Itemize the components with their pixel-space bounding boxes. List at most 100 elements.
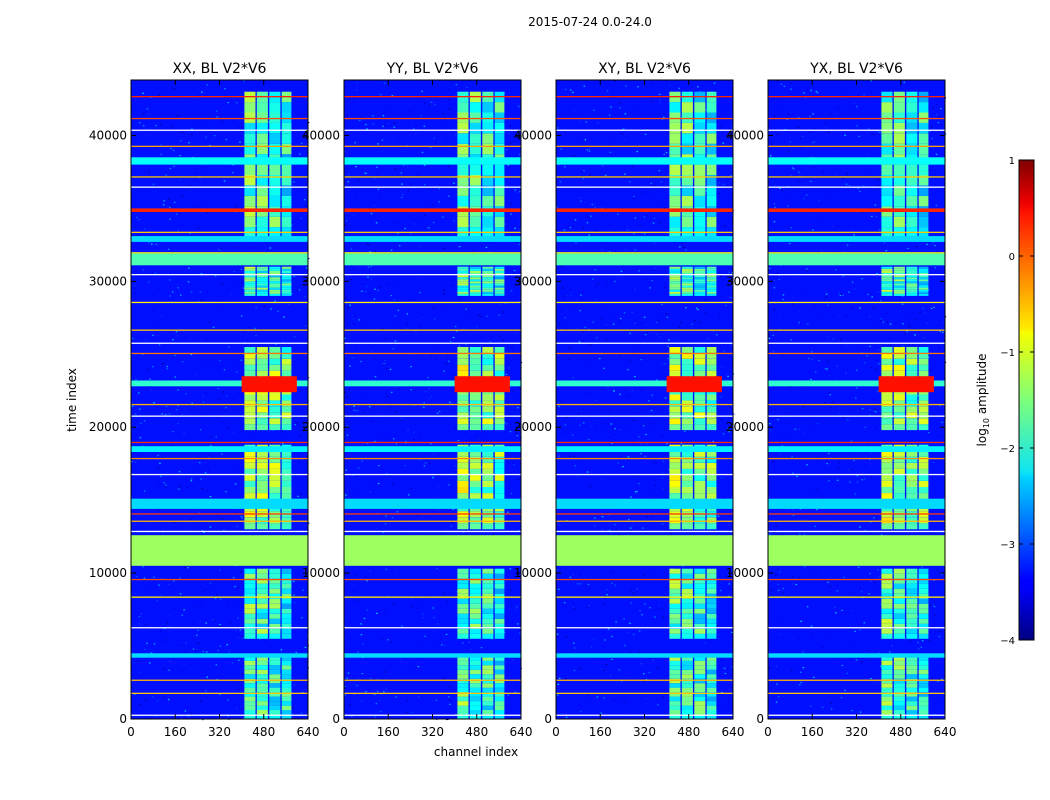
noise-cell: [718, 182, 721, 184]
noise-cell: [282, 534, 285, 536]
noise-cell: [296, 290, 299, 292]
noise-cell: [423, 465, 426, 467]
rfi-cell: [706, 462, 717, 469]
rfi-cell: [881, 266, 893, 269]
noise-cell: [143, 112, 145, 114]
flagged-bands: [344, 157, 521, 658]
noise-cell: [667, 345, 669, 347]
rfi-cell: [881, 660, 893, 666]
noise-cell: [514, 189, 517, 191]
noise-cell: [465, 344, 467, 346]
rfi-cell: [494, 710, 505, 715]
noise-cell: [144, 228, 146, 230]
rfi-cell: [681, 216, 693, 228]
noise-cell: [640, 390, 642, 392]
noise-cell: [372, 123, 374, 125]
noise-cell: [357, 651, 359, 653]
rfi-cell: [681, 268, 693, 271]
noise-cell: [242, 307, 244, 309]
rfi-cell: [681, 418, 693, 425]
noise-cell: [410, 366, 412, 368]
noise-cell: [644, 334, 647, 336]
noise-cell: [177, 460, 180, 462]
noise-cell: [775, 701, 778, 703]
noise-cell: [931, 146, 934, 148]
noise-cell: [354, 333, 356, 335]
rfi-cell: [494, 613, 505, 619]
rfi-cell: [469, 714, 481, 719]
noise-cell: [556, 206, 558, 208]
noise-cell: [690, 323, 693, 325]
noise-cell: [230, 293, 232, 295]
noise-cell: [179, 140, 182, 142]
noise-cell: [386, 121, 388, 123]
rfi-cell: [881, 122, 893, 134]
rfi-cell: [706, 687, 717, 693]
noise-cell: [227, 102, 229, 104]
noise-cell: [370, 677, 372, 680]
noise-cell: [397, 114, 400, 116]
noise-cell: [511, 346, 514, 348]
noise-cell: [660, 171, 662, 173]
rfi-cell: [482, 578, 494, 584]
noise-cell: [556, 82, 559, 84]
noise-cell: [492, 198, 495, 200]
panel-4: YX, BL V2*V60 160 320 480 640010000200003000…: [726, 61, 957, 739]
noise-cell: [566, 295, 568, 297]
rfi-cell: [482, 573, 494, 579]
noise-cell: [624, 139, 626, 141]
rfi-cell: [694, 450, 706, 457]
rfi-cell: [681, 358, 693, 365]
noise-cell: [369, 570, 371, 572]
noise-cell: [424, 633, 427, 635]
heatmap-background: [768, 80, 945, 719]
rfi-cell: [281, 370, 292, 377]
noise-cell: [362, 643, 365, 645]
noise-cell: [856, 369, 858, 371]
rfi-cell: [457, 568, 469, 574]
noise-cell: [595, 399, 597, 401]
noise-cell: [582, 227, 584, 229]
rfi-cell: [706, 678, 717, 684]
noise-cell: [440, 532, 443, 534]
noise-cell: [156, 228, 159, 230]
noise-cell: [404, 227, 406, 230]
noise-cell: [607, 628, 610, 630]
noise-cell: [938, 116, 940, 118]
noise-cell: [516, 241, 518, 243]
noise-cell: [146, 128, 148, 130]
rfi-cell: [256, 270, 268, 273]
noise-cell: [937, 122, 940, 124]
noise-cell: [864, 227, 866, 229]
noise-cell: [836, 225, 839, 227]
noise-cell: [684, 430, 686, 432]
noise-cell: [892, 480, 894, 482]
noise-cell: [369, 187, 371, 189]
noise-cell: [410, 125, 413, 127]
noise-cell: [830, 197, 833, 200]
rfi-cell: [281, 291, 292, 294]
noise-cell: [828, 374, 831, 376]
rfi-cell: [457, 102, 469, 113]
noise-cell: [217, 248, 220, 250]
noise-cell: [836, 584, 839, 586]
noise-cell: [858, 135, 860, 137]
noise-cell: [634, 491, 637, 493]
rfi-cell: [881, 143, 893, 155]
rfi-cell: [482, 133, 494, 144]
noise-cell: [195, 197, 198, 199]
noise-cell: [719, 589, 722, 592]
rfi-cell: [881, 275, 893, 278]
noise-cell: [828, 131, 830, 133]
noise-cell: [353, 693, 356, 695]
rfi-cell: [706, 412, 717, 419]
noise-cell: [798, 706, 800, 708]
noise-cell: [423, 214, 426, 216]
noise-cell: [360, 634, 363, 636]
noise-cell: [874, 715, 876, 717]
noise-cell: [783, 85, 786, 87]
noise-cell: [857, 566, 860, 568]
noise-cell: [344, 150, 346, 152]
rfi-cell: [482, 364, 494, 371]
noise-cell: [924, 90, 927, 92]
